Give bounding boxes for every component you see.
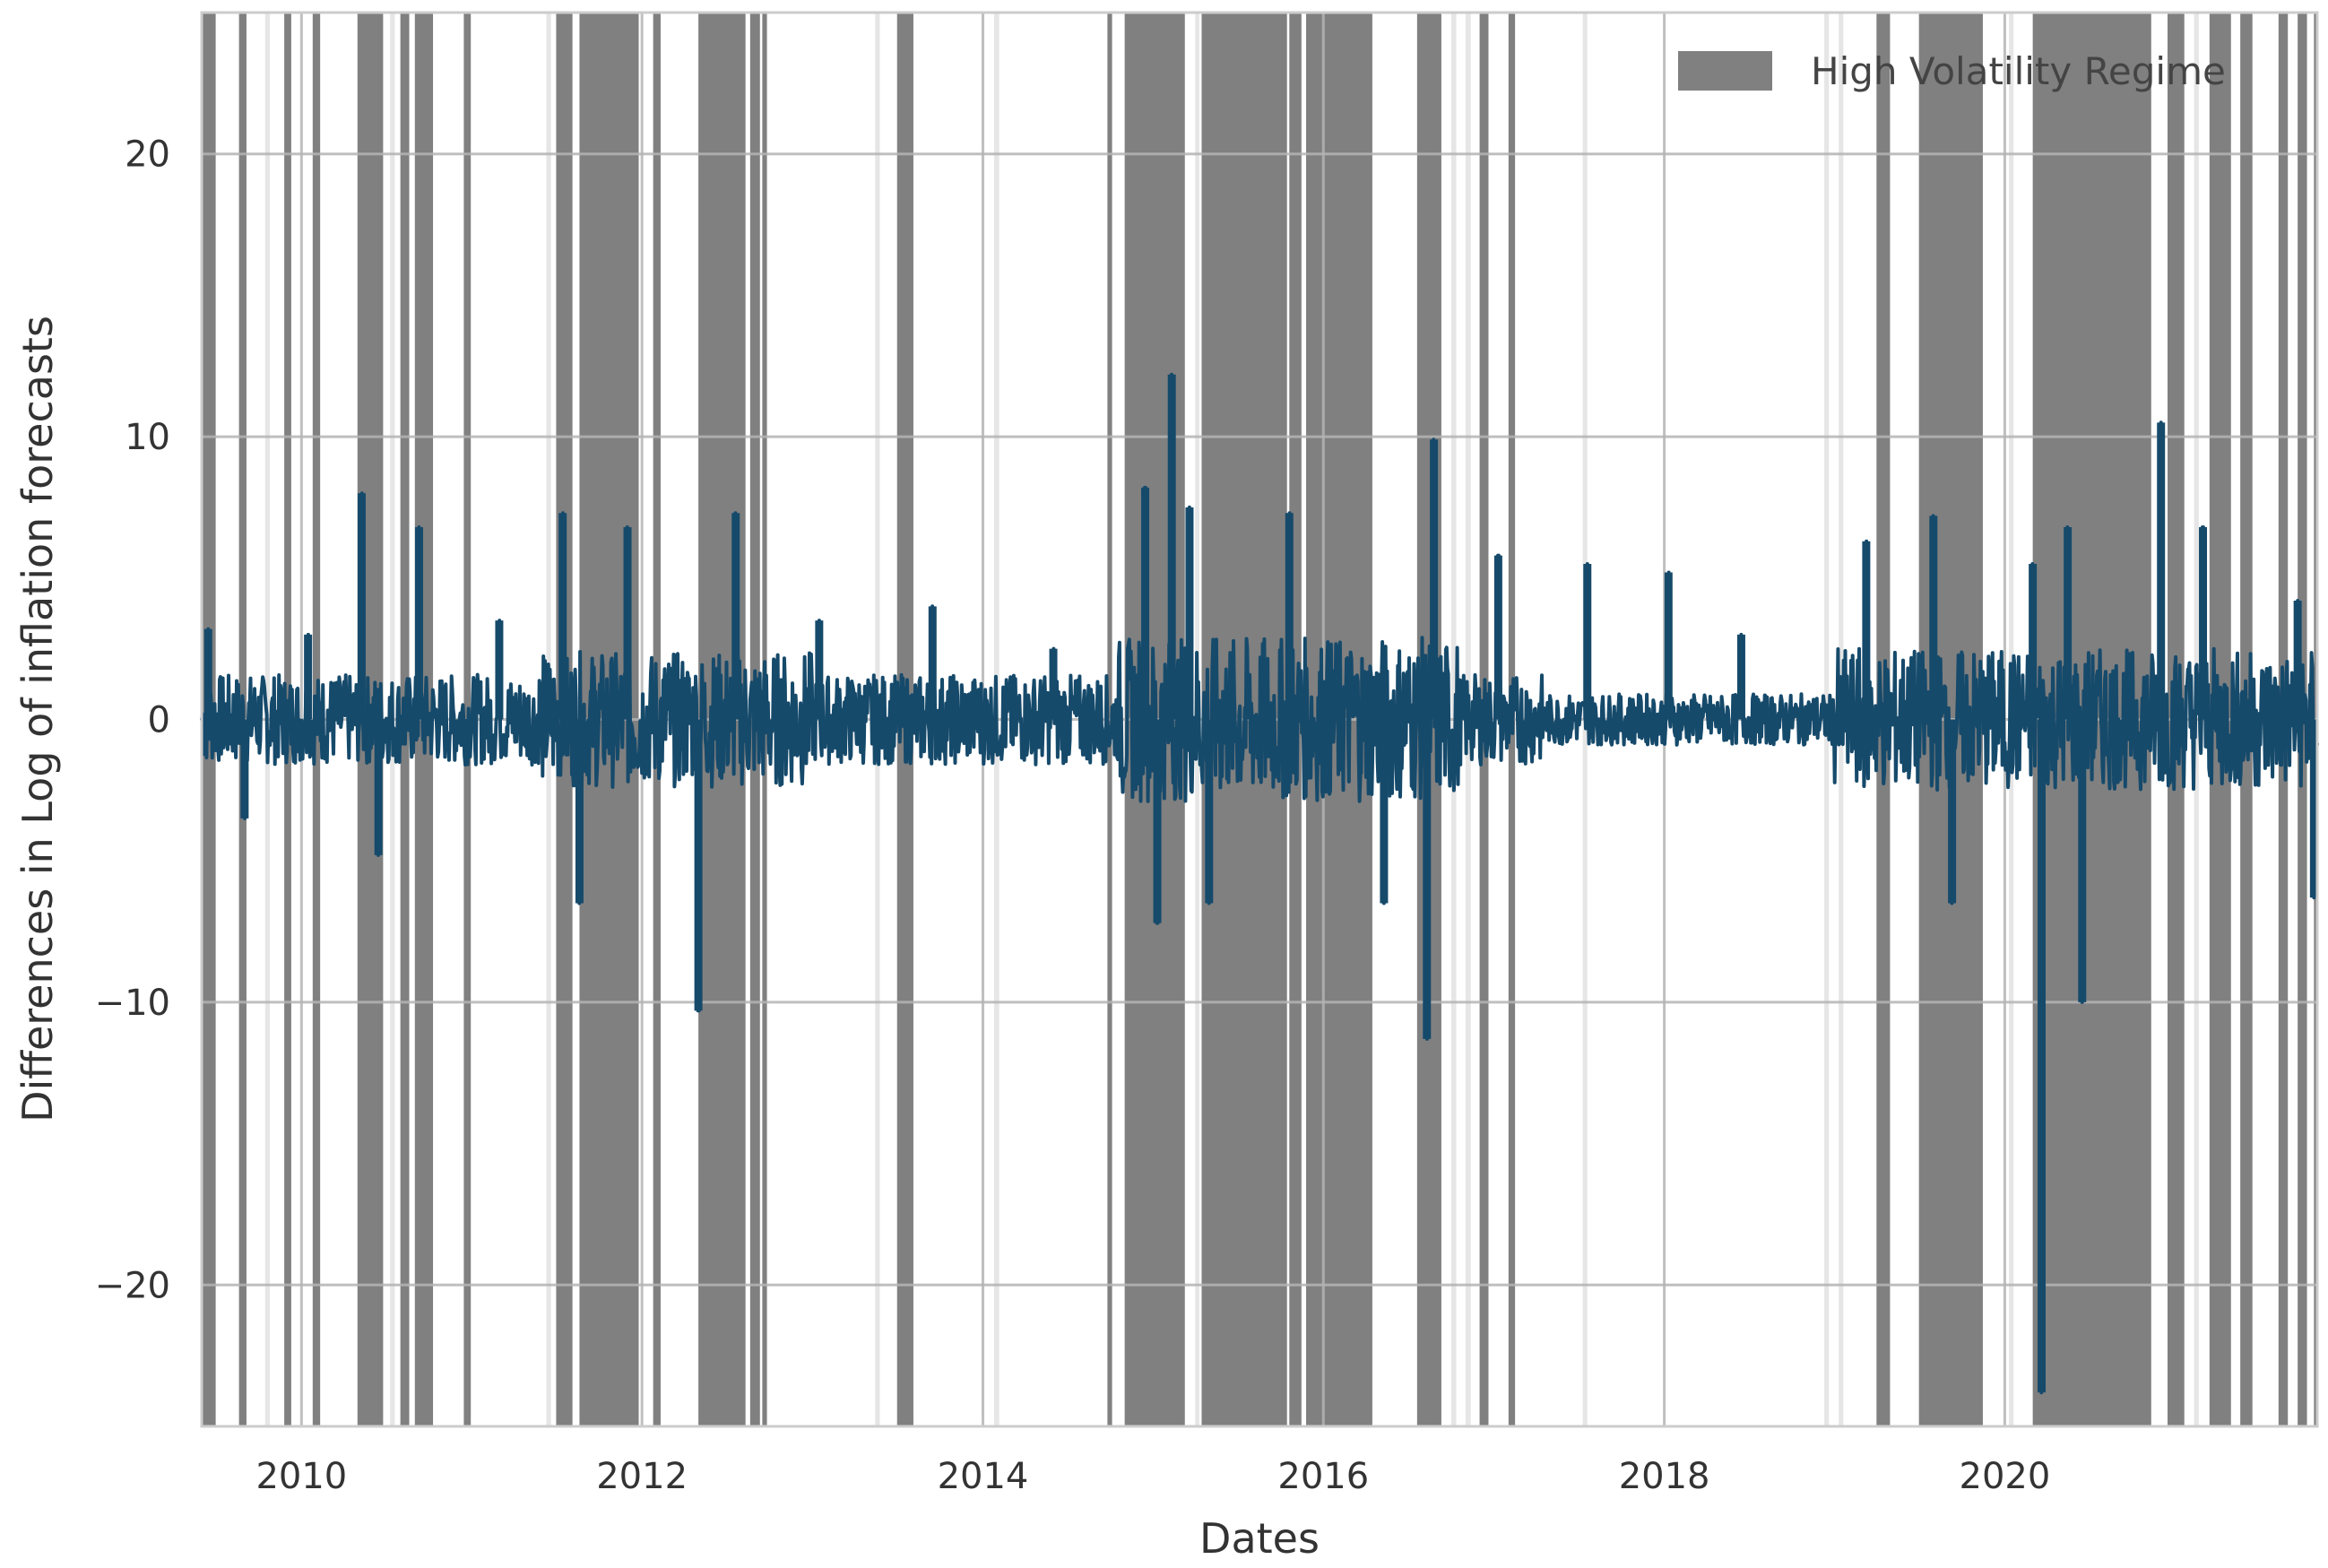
- legend-label: High Volatility Regime: [1811, 49, 2226, 93]
- y-tick-label-0: −20: [95, 1265, 170, 1306]
- series-layer: [200, 372, 2319, 1395]
- x-axis-label: Dates: [1199, 1514, 1320, 1563]
- x-tick-label-4: 2018: [1619, 1456, 1710, 1497]
- x-tick-label-3: 2016: [1277, 1456, 1369, 1497]
- x-tick-label-1: 2012: [596, 1456, 688, 1497]
- x-tick-label-0: 2010: [255, 1456, 347, 1497]
- series-line: [200, 372, 2319, 1395]
- y-tick-label-4: 20: [125, 134, 170, 176]
- legend-swatch: [1678, 51, 1772, 91]
- y-tick-label-3: 10: [125, 417, 170, 458]
- y-axis-label: Differences in Log of inflation forecast…: [13, 316, 62, 1122]
- y-tick-label-1: −10: [95, 983, 170, 1024]
- x-tick-label-5: 2020: [1960, 1456, 2051, 1497]
- y-tick-label-2: 0: [148, 700, 170, 741]
- x-tick-label-2: 2014: [938, 1456, 1029, 1497]
- y-tick-labels: −20 −10 0 10 20: [95, 134, 170, 1307]
- x-tick-labels: 2010 2012 2014 2016 2018 2020: [255, 1456, 2050, 1497]
- plot-frame: [200, 11, 2319, 1428]
- legend: High Volatility Regime: [1678, 49, 2226, 93]
